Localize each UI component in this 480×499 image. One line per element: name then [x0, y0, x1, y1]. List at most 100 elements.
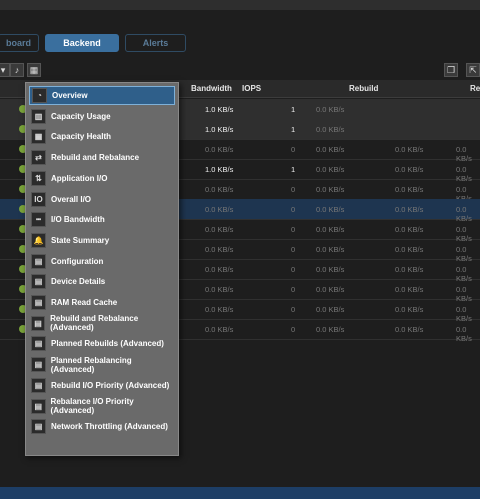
menu-item-capacity-health[interactable]: ▦ Capacity Health — [29, 127, 175, 146]
menu-item-label: Rebuild and Rebalance — [51, 153, 140, 163]
rebuild-out-cell: 0.0 KB/s — [395, 305, 424, 314]
table-row[interactable]: 0.0 KB/s 0 0.0 KB/s 0.0 KB/s 0.0 KB/s — [0, 219, 480, 243]
rebuild-in-cell: 0.0 KB/s — [316, 305, 345, 314]
menu-item-label: Overall I/O — [51, 194, 92, 204]
rebuild-out-cell: 0.0 KB/s — [395, 245, 424, 254]
status-ok-icon — [19, 205, 27, 213]
menu-item-rebuild-rebalance-advanced[interactable]: ▤ Rebuild and Rebalance (Advanced) — [29, 314, 175, 333]
iops-cell: 0 — [291, 225, 296, 234]
dropdown-arrow-icon[interactable]: ▾ — [0, 63, 10, 77]
state-summary-icon: 🔔 — [31, 232, 46, 248]
iops-cell: 1 — [291, 165, 296, 174]
rebuild-out-cell: 0.0 KB/s — [395, 205, 424, 214]
configuration-icon: ▤ — [31, 253, 46, 269]
menu-item-device-details[interactable]: ▤ Device Details — [29, 272, 175, 291]
menu-item-io-bandwidth[interactable]: ┅ I/O Bandwidth — [29, 210, 175, 229]
menu-item-ram-read-cache[interactable]: ▤ RAM Read Cache — [29, 293, 175, 312]
column-rebuild[interactable]: Rebuild — [349, 84, 379, 93]
rebuild-in-cell: 0.0 KB/s — [316, 285, 345, 294]
menu-item-label: Application I/O — [51, 173, 108, 183]
menu-item-label: RAM Read Cache — [51, 298, 118, 307]
ram-read-cache-icon: ▤ — [31, 295, 46, 310]
rebalance-cell: 0.0 KB/s — [456, 185, 472, 203]
bandwidth-cell: 0.0 KB/s — [205, 325, 234, 334]
menu-item-label: Device Details — [51, 277, 106, 287]
rebuild-in-cell: 0.0 KB/s — [316, 265, 345, 274]
table-view-icon[interactable]: ▦ — [27, 63, 41, 77]
iops-cell: 0 — [291, 305, 296, 314]
rebuild-out-cell: 0.0 KB/s — [395, 285, 424, 294]
table-row[interactable]: 0.0 KB/s 0 0.0 KB/s 0.0 KB/s 0.0 KB/s — [0, 319, 480, 343]
menu-item-rebuild-priority[interactable]: ▤ Rebuild I/O Priority (Advanced) — [29, 376, 175, 395]
menu-item-planned-rebalancing[interactable]: ▤ Planned Rebalancing (Advanced) — [29, 355, 175, 374]
table-row[interactable]: 0.0 KB/s 0 0.0 KB/s 0.0 KB/s 0.0 KB/s — [0, 299, 480, 323]
rebuild-out-cell: 0.0 KB/s — [395, 265, 424, 274]
tab-backend[interactable]: Backend — [45, 34, 119, 52]
rebuild-out-cell: 0.0 KB/s — [395, 165, 424, 174]
bandwidth-cell: 0.0 KB/s — [205, 285, 234, 294]
rebalance-cell: 0.0 KB/s — [456, 225, 472, 243]
iops-cell: 1 — [291, 125, 296, 134]
menu-item-capacity-usage[interactable]: ▥ Capacity Usage — [29, 107, 175, 126]
rebuild-rebalance-icon: ⇄ — [31, 150, 46, 166]
rebuild-out-cell: 0.0 KB/s — [395, 145, 424, 154]
menu-item-label: Capacity Usage — [51, 111, 111, 121]
rebuild-in-cell: 0.0 KB/s — [316, 225, 345, 234]
rebalance-priority-icon: ▤ — [31, 398, 46, 414]
status-ok-icon — [19, 105, 27, 113]
menu-item-overall-io[interactable]: IO Overall I/O — [29, 190, 175, 209]
planned-rebalancing-icon: ▤ — [31, 357, 46, 373]
window-icon[interactable]: ❐ — [444, 63, 458, 77]
menu-item-planned-rebuilds[interactable]: ▤ Planned Rebuilds (Advanced) — [29, 334, 175, 353]
table-row[interactable]: 0.0 KB/s 0 0.0 KB/s 0.0 KB/s 0.0 KB/s — [0, 279, 480, 303]
menu-item-label: Overview — [52, 91, 88, 100]
menu-item-configuration[interactable]: ▤ Configuration — [29, 252, 175, 271]
rebuild-in-cell: 0.0 KB/s — [316, 105, 345, 114]
bell-icon[interactable]: ♪ — [10, 63, 24, 77]
tab-alerts[interactable]: Alerts — [125, 34, 186, 52]
table-row[interactable]: 0.0 KB/s 0 0.0 KB/s 0.0 KB/s 0.0 KB/s — [0, 259, 480, 283]
column-rebalance[interactable]: Re — [470, 84, 480, 93]
bandwidth-cell: 0.0 KB/s — [205, 185, 234, 194]
rebalance-cell: 0.0 KB/s — [456, 325, 472, 343]
table-row[interactable]: 0.0 KB/s 0 0.0 KB/s 0.0 KB/s 0.0 KB/s — [0, 239, 480, 263]
bandwidth-cell: 0.0 KB/s — [205, 225, 234, 234]
bandwidth-cell: 0.0 KB/s — [205, 245, 234, 254]
network-throttling-icon: ▤ — [31, 419, 46, 435]
menu-item-state-summary[interactable]: 🔔 State Summary — [29, 231, 175, 250]
bandwidth-cell: 1.0 KB/s — [205, 105, 234, 114]
table-row[interactable]: 1.0 KB/s 1 0.0 KB/s 0.0 KB/s 0.0 KB/s — [0, 159, 480, 183]
menu-item-application-io[interactable]: ⇅ Application I/O — [29, 169, 175, 188]
overview-icon: ◔ — [32, 88, 47, 103]
menu-item-network-throttling[interactable]: ▤ Network Throttling (Advanced) — [29, 417, 175, 436]
device-details-icon: ▤ — [31, 274, 46, 290]
status-ok-icon — [19, 265, 27, 273]
tab-dashboard[interactable]: board — [0, 34, 39, 52]
bandwidth-cell: 1.0 KB/s — [205, 165, 234, 174]
planned-rebuilds-icon: ▤ — [31, 336, 46, 352]
capacity-usage-icon: ▥ — [31, 108, 46, 124]
rebuild-in-cell: 0.0 KB/s — [316, 205, 345, 214]
bandwidth-cell: 0.0 KB/s — [205, 145, 234, 154]
column-bandwidth[interactable]: Bandwidth — [191, 84, 232, 93]
bandwidth-cell: 0.0 KB/s — [205, 205, 234, 214]
menu-item-rebalance-priority[interactable]: ▤ Rebalance I/O Priority (Advanced) — [29, 397, 175, 416]
column-iops[interactable]: IOPS — [242, 84, 262, 93]
menu-item-rebuild-rebalance[interactable]: ⇄ Rebuild and Rebalance — [29, 148, 175, 167]
iops-cell: 1 — [291, 105, 296, 114]
menu-item-label: Rebuild I/O Priority (Advanced) — [51, 380, 170, 390]
menu-item-overview[interactable]: ◔ Overview — [29, 86, 175, 105]
rebalance-cell: 0.0 KB/s — [456, 245, 472, 263]
io-bandwidth-icon: ┅ — [31, 212, 46, 228]
rebuild-out-cell: 0.0 KB/s — [395, 225, 424, 234]
rebalance-cell: 0.0 KB/s — [456, 305, 472, 323]
rebuild-in-cell: 0.0 KB/s — [316, 325, 345, 334]
rebuild-out-cell: 0.0 KB/s — [395, 325, 424, 334]
view-menu: ◔ Overview ▥ Capacity Usage ▦ Capacity Health… — [25, 82, 179, 456]
menu-item-label: I/O Bandwidth — [51, 215, 105, 225]
status-ok-icon — [19, 225, 27, 233]
export-icon[interactable]: ⇱ — [466, 63, 480, 77]
table-row[interactable]: 0.0 KB/s 0 0.0 KB/s 0.0 KB/s 0.0 KB/s — [0, 139, 480, 163]
status-ok-icon — [19, 325, 27, 333]
application-io-icon: ⇅ — [31, 170, 46, 186]
